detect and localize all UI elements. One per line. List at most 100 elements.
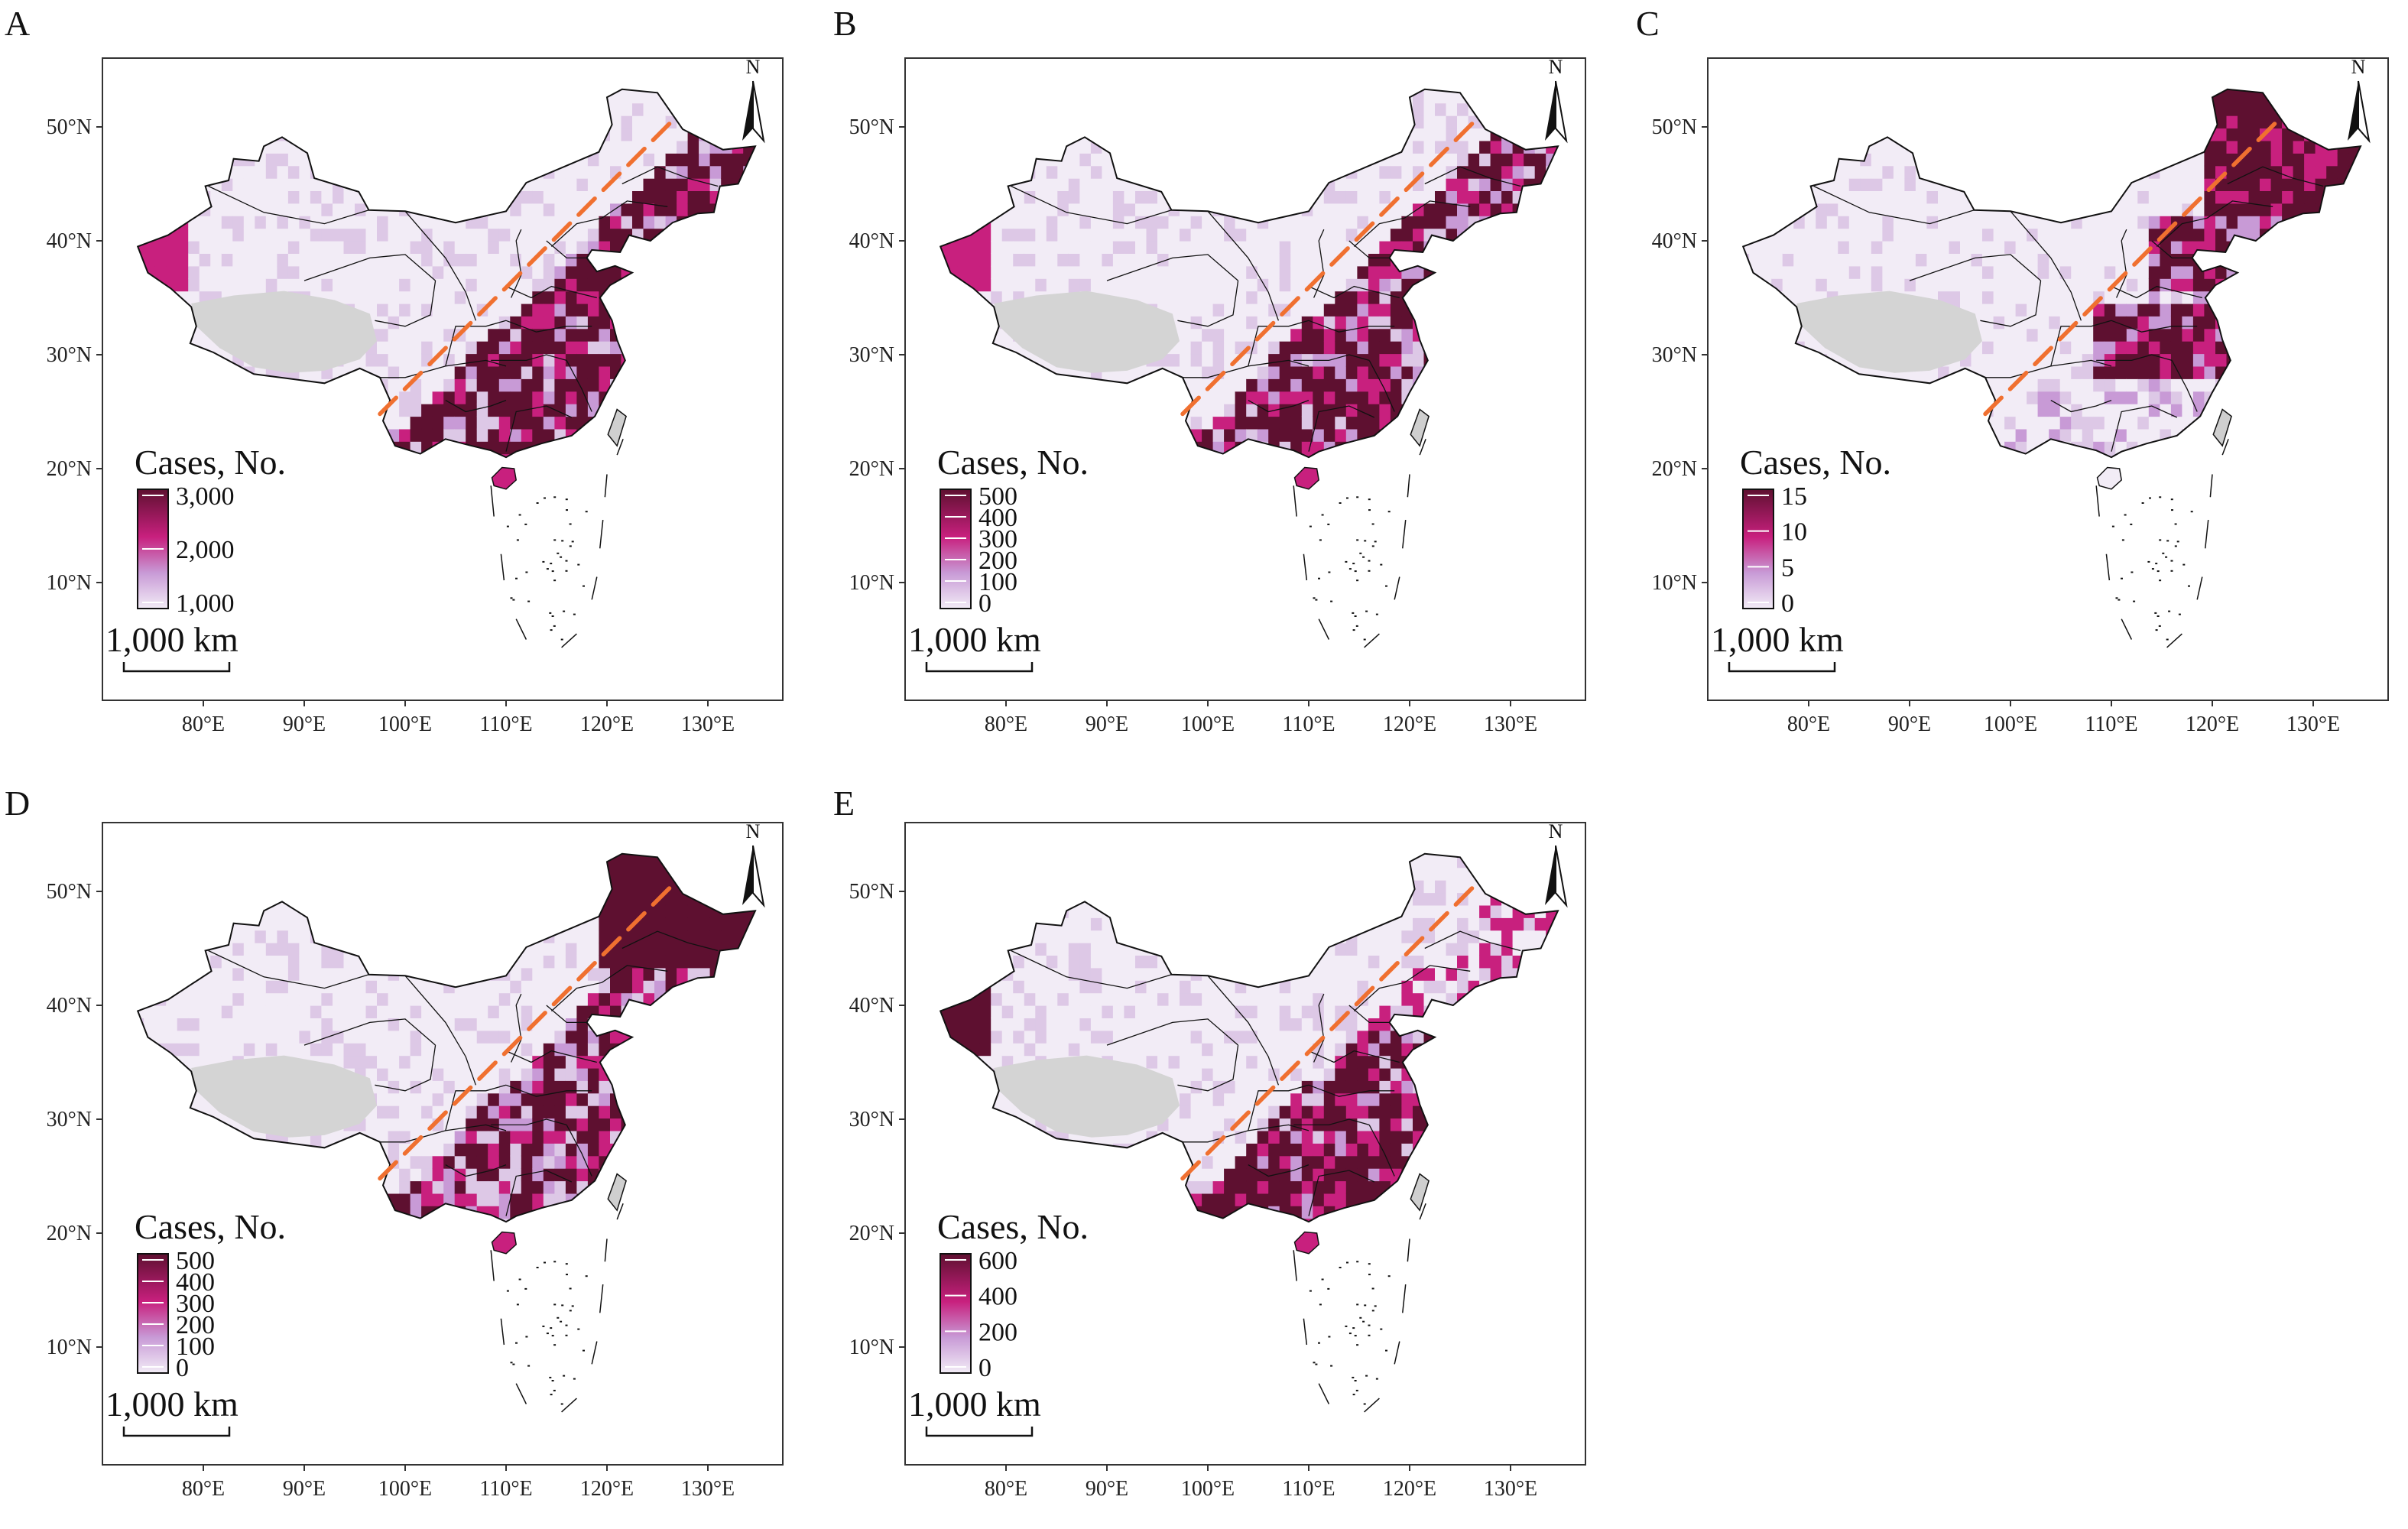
region-cell xyxy=(610,153,622,167)
region-cell xyxy=(1202,291,1214,304)
region-cell xyxy=(1057,178,1069,191)
region-cell xyxy=(488,278,500,292)
region-cell xyxy=(1915,241,1927,254)
region-cell xyxy=(1224,404,1236,417)
region-cell xyxy=(443,404,456,417)
region-cell xyxy=(2037,241,2049,254)
region-cell xyxy=(1860,228,1872,242)
region-cell xyxy=(1848,228,1861,242)
region-cell xyxy=(1413,203,1425,216)
region-cell xyxy=(2059,228,2072,242)
region-cell xyxy=(1915,190,1927,204)
region-cell xyxy=(576,291,589,304)
region-cell xyxy=(576,316,589,329)
region-cell xyxy=(2004,416,2017,430)
region-cell xyxy=(1345,178,1358,191)
region-cell xyxy=(466,341,478,355)
region-cell xyxy=(1224,328,1236,342)
region-cell xyxy=(1013,228,1025,242)
region-cell xyxy=(1323,404,1335,417)
region-cell xyxy=(576,178,589,191)
region-cell xyxy=(1904,253,1916,267)
region-cell xyxy=(1046,265,1058,279)
region-cell xyxy=(410,265,422,279)
region-cell xyxy=(476,241,488,254)
island-dot xyxy=(1368,498,1371,501)
region-cell xyxy=(1390,316,1402,329)
region-cell xyxy=(1001,228,1014,242)
region-cell xyxy=(565,265,577,279)
region-cell xyxy=(1190,328,1202,342)
region-cell xyxy=(277,253,289,267)
region-cell xyxy=(410,303,422,317)
legend-label: 2,000 xyxy=(176,536,235,564)
region-cell xyxy=(543,416,555,430)
region-cell xyxy=(1793,278,1806,292)
region-cell xyxy=(232,216,245,229)
region-cell xyxy=(587,216,599,229)
region-cell xyxy=(1068,216,1080,229)
region-cell xyxy=(1135,241,1147,254)
region-cell xyxy=(1290,328,1303,342)
region-cell xyxy=(610,353,622,367)
region-cell xyxy=(1446,102,1458,116)
x-tick-label: 100°E xyxy=(1181,713,1235,736)
region-cell xyxy=(1323,328,1335,342)
region-cell xyxy=(232,228,245,242)
region-cell xyxy=(454,391,466,404)
region-cell xyxy=(2049,291,2061,304)
region-cell xyxy=(1390,341,1402,355)
region-cell xyxy=(1268,365,1280,379)
region-cell xyxy=(232,178,245,191)
region-cell xyxy=(1345,190,1358,204)
region-cell xyxy=(1190,216,1202,229)
island-dot xyxy=(1375,613,1378,615)
region-cell xyxy=(476,328,488,342)
region-cell xyxy=(1534,153,1546,167)
region-cell xyxy=(957,265,969,279)
province-border xyxy=(208,185,369,225)
region-cell xyxy=(2037,416,2049,430)
y-tick-label: 10°N xyxy=(849,571,894,595)
region-cell xyxy=(2059,316,2072,329)
north-arrow-icon xyxy=(752,80,765,144)
region-cell xyxy=(2071,353,2083,367)
region-cell xyxy=(621,102,633,116)
dash-line-segment xyxy=(1364,633,1380,648)
region-cell xyxy=(1013,203,1025,216)
province-border xyxy=(1313,229,1325,298)
region-cell xyxy=(2049,241,2061,254)
region-cell xyxy=(721,165,733,179)
region-cell xyxy=(521,428,533,442)
region-cell xyxy=(1490,178,1502,191)
region-cell xyxy=(2049,378,2061,392)
island-dot xyxy=(1368,509,1371,511)
region-cell xyxy=(1102,241,1114,254)
region-cell xyxy=(1435,102,1447,116)
y-tick-label: 30°N xyxy=(849,343,894,367)
province-border xyxy=(1011,185,1172,225)
region-cell xyxy=(610,203,622,216)
region-cell xyxy=(488,253,500,267)
region-cell xyxy=(265,216,277,229)
region-cell xyxy=(498,416,511,430)
region-cell xyxy=(421,241,433,254)
region-cell xyxy=(1816,190,1828,204)
region-cell xyxy=(488,265,500,279)
region-cell xyxy=(610,102,622,116)
region-cell xyxy=(1212,291,1225,304)
region-cell xyxy=(1313,216,1325,229)
region-cell xyxy=(1457,153,1469,167)
region-cell xyxy=(287,165,300,179)
region-cell xyxy=(365,241,378,254)
region-cell xyxy=(277,203,289,216)
region-cell xyxy=(1146,265,1158,279)
x-tick-label: 110°E xyxy=(479,713,532,736)
region-cell xyxy=(1102,253,1114,267)
region-cell xyxy=(1279,404,1291,417)
region-cell xyxy=(476,278,488,292)
region-cell xyxy=(621,203,633,216)
region-cell xyxy=(1524,165,1536,179)
region-cell xyxy=(1157,278,1170,292)
region-cell xyxy=(210,241,222,254)
